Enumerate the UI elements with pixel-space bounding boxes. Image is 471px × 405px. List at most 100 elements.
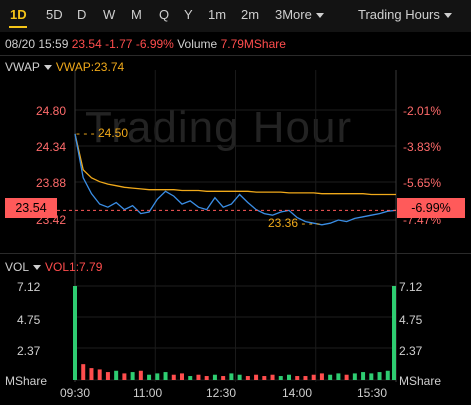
volume-bar — [89, 368, 94, 380]
volume-bar — [81, 364, 86, 380]
volume-axis-label: 2.37 — [399, 344, 423, 358]
chevron-down-icon — [443, 13, 452, 19]
divider — [0, 253, 471, 254]
pct-axis-label: -5.65% — [402, 176, 441, 190]
tab-m[interactable]: M — [131, 7, 142, 22]
time-axis-label: 15:30 — [357, 386, 388, 400]
price-axis-label: 24.34 — [36, 140, 67, 154]
volume-bar — [97, 369, 102, 380]
volume-bar — [303, 376, 308, 380]
pct-axis-label: -2.01% — [402, 104, 441, 118]
chevron-down-icon — [315, 13, 324, 19]
volume-unit-label: MShare — [5, 374, 48, 388]
high-marker-value: 24.50 — [98, 126, 129, 140]
current-pct-tag: -6.99% — [397, 198, 465, 218]
vwap-value: VWAP:23.74 — [55, 60, 125, 74]
tab-d[interactable]: D — [77, 7, 87, 22]
volume-bar — [122, 373, 127, 380]
volume-bar — [344, 374, 349, 380]
timeframe-tab-bar: 1D 5D D W M Q Y 1m 2m 3More Trading Hour… — [0, 0, 471, 32]
vwap-legend[interactable]: VWAP VWAP:23.74 — [5, 60, 124, 74]
tab-w[interactable]: W — [103, 7, 116, 22]
volume-bar — [237, 374, 242, 380]
chevron-down-icon — [43, 65, 52, 71]
volume-bar — [138, 370, 143, 380]
more-timeframes-label: 3More — [275, 7, 312, 22]
quote-price: 23.54 — [71, 37, 102, 51]
volume-bar — [319, 373, 324, 380]
low-marker-value: 23.36 — [268, 216, 299, 230]
volume-bar — [147, 374, 152, 380]
volume-bar — [212, 374, 217, 380]
vwap-line — [74, 133, 396, 196]
volume-axis-label: 4.75 — [17, 313, 41, 327]
volume-bar — [270, 374, 275, 380]
volume-bar — [245, 376, 250, 380]
volume-axis-label: 7.12 — [17, 280, 41, 294]
volume-bar — [278, 376, 283, 380]
volume-label: Volume — [177, 37, 218, 51]
volume-bar — [163, 372, 168, 380]
volume-bar — [155, 373, 160, 380]
volume-bar — [254, 374, 259, 380]
vol-legend[interactable]: VOL VOL1:7.79 — [5, 260, 102, 274]
high-marker: - - - 24.50 — [76, 126, 129, 140]
volume-bar — [361, 372, 366, 380]
vwap-indicator-name: VWAP — [5, 60, 40, 74]
price-line — [74, 133, 397, 226]
time-axis-label: 11:00 — [133, 386, 163, 400]
session-dropdown[interactable]: Trading Hours — [358, 7, 452, 22]
volume-bar — [221, 376, 226, 380]
volume-unit-label: MShare — [399, 374, 442, 388]
volume-bar — [262, 376, 267, 380]
volume-bar — [114, 370, 119, 380]
volume-bar — [369, 373, 374, 380]
quote-datetime: 08/20 15:59 — [5, 37, 69, 51]
more-timeframes-dropdown[interactable]: 3More — [275, 7, 324, 22]
vol-indicator-name: VOL — [5, 260, 30, 274]
volume-bar — [188, 376, 193, 380]
divider — [0, 55, 471, 56]
tab-2m[interactable]: 2m — [241, 7, 260, 22]
tab-1d[interactable]: 1D — [10, 7, 27, 22]
volume-bar — [328, 374, 333, 380]
volume-axis-label: 2.37 — [17, 344, 41, 358]
tab-1m[interactable]: 1m — [208, 7, 227, 22]
volume-bar — [105, 372, 110, 380]
price-axis-label: 24.80 — [36, 104, 67, 118]
volume-bar — [377, 372, 382, 380]
volume-bar — [204, 376, 209, 380]
quote-change: -1.77 — [105, 37, 133, 51]
volume-bar — [130, 372, 135, 380]
chart-watermark: Trading Hour — [85, 103, 353, 152]
volume-bar — [336, 373, 341, 380]
quote-change-pct: -6.99% — [135, 37, 174, 51]
volume-bar — [196, 374, 201, 380]
volume-bar — [73, 286, 77, 380]
tab-y[interactable]: Y — [184, 7, 193, 22]
volume-bar — [287, 374, 291, 380]
volume-bar — [385, 370, 390, 380]
vol-value: VOL1:7.79 — [45, 260, 103, 274]
volume-bar — [171, 374, 176, 380]
volume-bar — [311, 374, 316, 380]
pct-axis-label: -3.83% — [402, 140, 441, 154]
time-axis-label: 12:30 — [206, 386, 237, 400]
low-marker: 23.36 - - - — [268, 216, 321, 230]
active-tab-indicator — [9, 26, 27, 28]
volume-bar — [180, 373, 184, 380]
price-axis-label: 23.88 — [36, 176, 67, 190]
chevron-down-icon — [33, 265, 42, 271]
volume-bar — [392, 286, 396, 380]
volume-bar — [229, 373, 234, 380]
quote-volume: 7.79MShare — [220, 37, 286, 51]
quote-info-line: 08/20 15:59 23.54 -1.77 -6.99% Volume 7.… — [5, 37, 286, 51]
volume-bar — [295, 376, 300, 380]
volume-bar — [352, 373, 357, 380]
tab-q[interactable]: Q — [159, 7, 170, 22]
time-axis-label: 09:30 — [60, 386, 91, 400]
session-label: Trading Hours — [358, 7, 440, 22]
time-axis-label: 14:00 — [282, 386, 313, 400]
tab-5d[interactable]: 5D — [46, 7, 63, 22]
